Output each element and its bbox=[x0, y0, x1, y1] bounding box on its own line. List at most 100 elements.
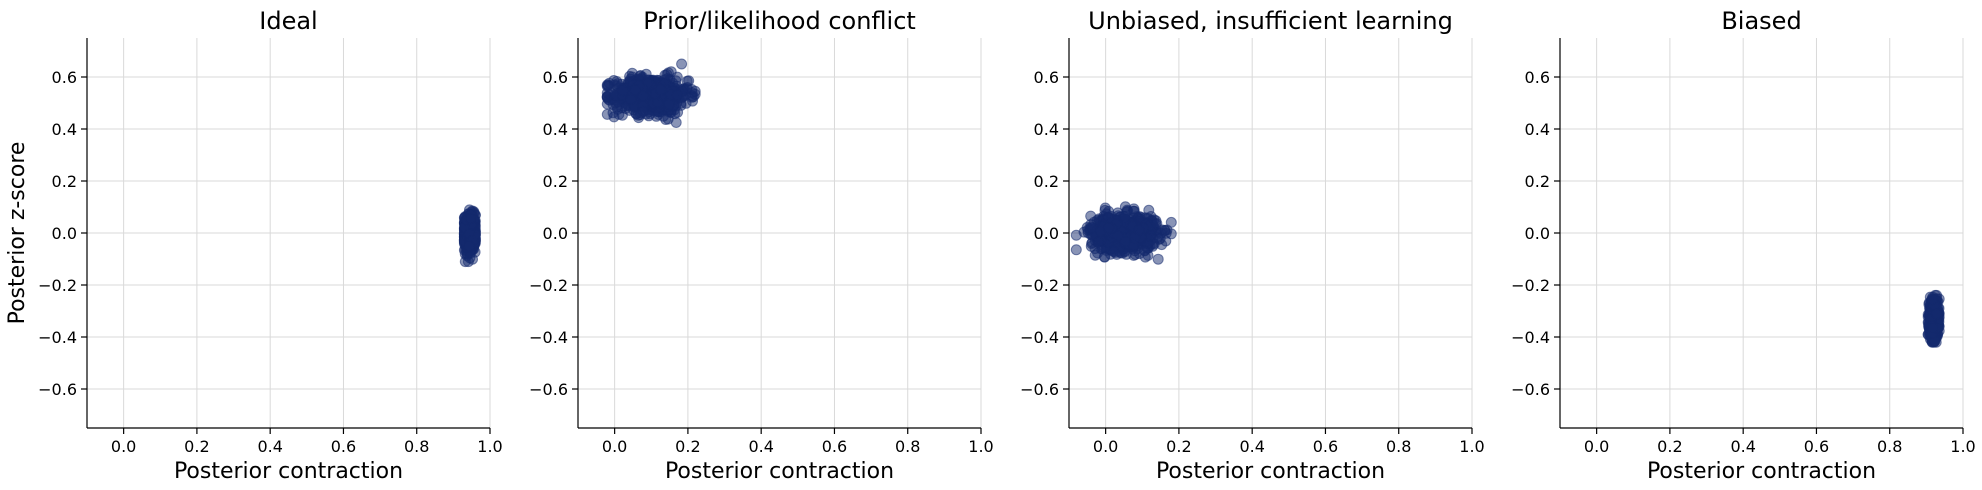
scatter-point bbox=[689, 85, 701, 97]
scatter-point bbox=[655, 84, 667, 96]
scatter-point bbox=[637, 105, 649, 117]
y-tick-label: 0.2 bbox=[1034, 172, 1059, 191]
y-tick-label: 0.4 bbox=[543, 120, 568, 139]
x-tick-label: 0.0 bbox=[111, 437, 136, 456]
scatter-point bbox=[1931, 308, 1943, 320]
chart-title: Unbiased, insufficient learning bbox=[1088, 7, 1453, 35]
x-tick-label: 0.8 bbox=[895, 437, 920, 456]
subplot-2: 0.0 0.2 0.4 0.6 0.8 1.0 0.6 0.4 0.2 0.0 −0.2 −0.4 −0… bbox=[529, 7, 994, 484]
scatter-point bbox=[463, 240, 475, 252]
y-tick-label: −0.6 bbox=[38, 380, 77, 399]
scatter-point bbox=[1093, 236, 1104, 248]
y-tick-label: 0.6 bbox=[1034, 68, 1059, 87]
y-tick-label: 0.4 bbox=[1525, 120, 1550, 139]
scatter-point bbox=[1085, 210, 1097, 222]
x-tick-label: 1.0 bbox=[1459, 437, 1484, 456]
scatter-point bbox=[625, 93, 637, 105]
x-tick-label: 0.0 bbox=[602, 437, 627, 456]
y-tick-label: 0.0 bbox=[1525, 224, 1550, 243]
scatter-point bbox=[1119, 236, 1131, 247]
scatter-point bbox=[1152, 253, 1164, 265]
x-tick-label: 1.0 bbox=[1950, 437, 1975, 456]
scatter-point bbox=[640, 68, 652, 80]
x-tick-label: 0.0 bbox=[1584, 437, 1609, 456]
y-tick-label: 0.2 bbox=[1525, 172, 1550, 191]
y-tick-label: 0.6 bbox=[52, 68, 77, 87]
scatter-point bbox=[663, 98, 675, 110]
x-axis-label: Posterior contraction bbox=[1156, 459, 1385, 484]
x-tick-label: 0.2 bbox=[675, 437, 700, 456]
scatter-point bbox=[617, 85, 629, 97]
y-tick-label: −0.6 bbox=[1511, 380, 1550, 399]
y-tick-label: −0.6 bbox=[1020, 380, 1059, 399]
scatter-point bbox=[1151, 218, 1163, 229]
scatter-point bbox=[637, 90, 649, 102]
chart-title: Prior/likelihood conflict bbox=[643, 7, 916, 35]
scatter-point bbox=[1139, 245, 1151, 257]
y-tick-label: 0.6 bbox=[1525, 68, 1550, 87]
y-tick-label: 0.2 bbox=[52, 172, 77, 191]
scatter-point bbox=[671, 89, 683, 101]
y-tick-label: −0.4 bbox=[1020, 328, 1059, 347]
x-tick-label: 0.4 bbox=[1730, 437, 1755, 456]
scatter-series bbox=[1922, 289, 1945, 348]
x-tick-label: 0.8 bbox=[1877, 437, 1902, 456]
subplot-3: 0.0 0.2 0.4 0.6 0.8 1.0 0.6 0.4 0.2 0.0 −0.2 −0.4 −0… bbox=[1020, 7, 1485, 484]
x-tick-label: 0.0 bbox=[1093, 437, 1118, 456]
scatter-point bbox=[1119, 201, 1131, 213]
scatter-point bbox=[464, 213, 476, 225]
x-tick-label: 0.2 bbox=[1166, 437, 1191, 456]
x-tick-label: 1.0 bbox=[968, 437, 993, 456]
scatter-series bbox=[1070, 201, 1177, 265]
scatter-point bbox=[1098, 251, 1110, 263]
scatter-point bbox=[1070, 244, 1082, 256]
y-axis-label: Posterior z-score bbox=[5, 142, 30, 325]
scatter-point bbox=[1119, 211, 1131, 223]
scatter-point bbox=[1133, 224, 1145, 236]
x-tick-label: 0.6 bbox=[822, 437, 847, 456]
x-axis-label: Posterior contraction bbox=[1647, 459, 1876, 484]
scatter-series bbox=[458, 204, 481, 268]
scatter-point bbox=[462, 256, 474, 268]
x-tick-label: 0.8 bbox=[1386, 437, 1411, 456]
x-tick-label: 0.6 bbox=[331, 437, 356, 456]
y-tick-label: 0.6 bbox=[543, 68, 568, 87]
scatter-point bbox=[1070, 229, 1082, 241]
scatter-point bbox=[629, 84, 641, 96]
x-tick-label: 0.4 bbox=[257, 437, 282, 456]
scatter-point bbox=[665, 66, 677, 78]
scatter-series bbox=[601, 58, 701, 128]
x-tick-label: 0.4 bbox=[1239, 437, 1264, 456]
y-tick-label: 0.0 bbox=[543, 224, 568, 243]
x-tick-label: 0.4 bbox=[748, 437, 773, 456]
x-axis-label: Posterior contraction bbox=[665, 459, 894, 484]
scatter-point bbox=[601, 108, 613, 120]
chart-title: Biased bbox=[1721, 7, 1801, 35]
subplot-4: 0.0 0.2 0.4 0.6 0.8 1.0 0.6 0.4 0.2 0.0 −0.2 −0.4 −0… bbox=[1511, 7, 1976, 484]
y-tick-label: 0.4 bbox=[52, 120, 77, 139]
y-tick-label: 0.4 bbox=[1034, 120, 1059, 139]
x-tick-label: 1.0 bbox=[477, 437, 502, 456]
y-tick-label: −0.2 bbox=[1511, 276, 1550, 295]
subplot-1: 0.0 0.2 0.4 0.6 0.8 1.0 0.6 0.4 0.2 0.0 −0.2 −0.4 −0… bbox=[5, 7, 503, 484]
y-tick-label: 0.0 bbox=[1034, 224, 1059, 243]
y-tick-label: 0.2 bbox=[543, 172, 568, 191]
scatter-point bbox=[1103, 222, 1115, 234]
y-tick-label: −0.4 bbox=[1511, 328, 1550, 347]
y-tick-label: −0.6 bbox=[529, 380, 568, 399]
scatter-point bbox=[1165, 216, 1177, 228]
x-axis-label: Posterior contraction bbox=[174, 459, 403, 484]
x-tick-label: 0.6 bbox=[1804, 437, 1829, 456]
scatter-point bbox=[1926, 294, 1938, 306]
x-tick-label: 0.8 bbox=[404, 437, 429, 456]
y-tick-label: 0.0 bbox=[52, 224, 77, 243]
scatter-point bbox=[1099, 202, 1111, 214]
y-tick-label: −0.4 bbox=[38, 328, 77, 347]
scatter-point bbox=[1108, 246, 1120, 257]
x-tick-label: 0.6 bbox=[1313, 437, 1338, 456]
scatter-point bbox=[1927, 322, 1939, 334]
scatter-point bbox=[676, 58, 688, 70]
scatter-point bbox=[602, 80, 614, 92]
y-tick-label: −0.2 bbox=[38, 276, 77, 295]
